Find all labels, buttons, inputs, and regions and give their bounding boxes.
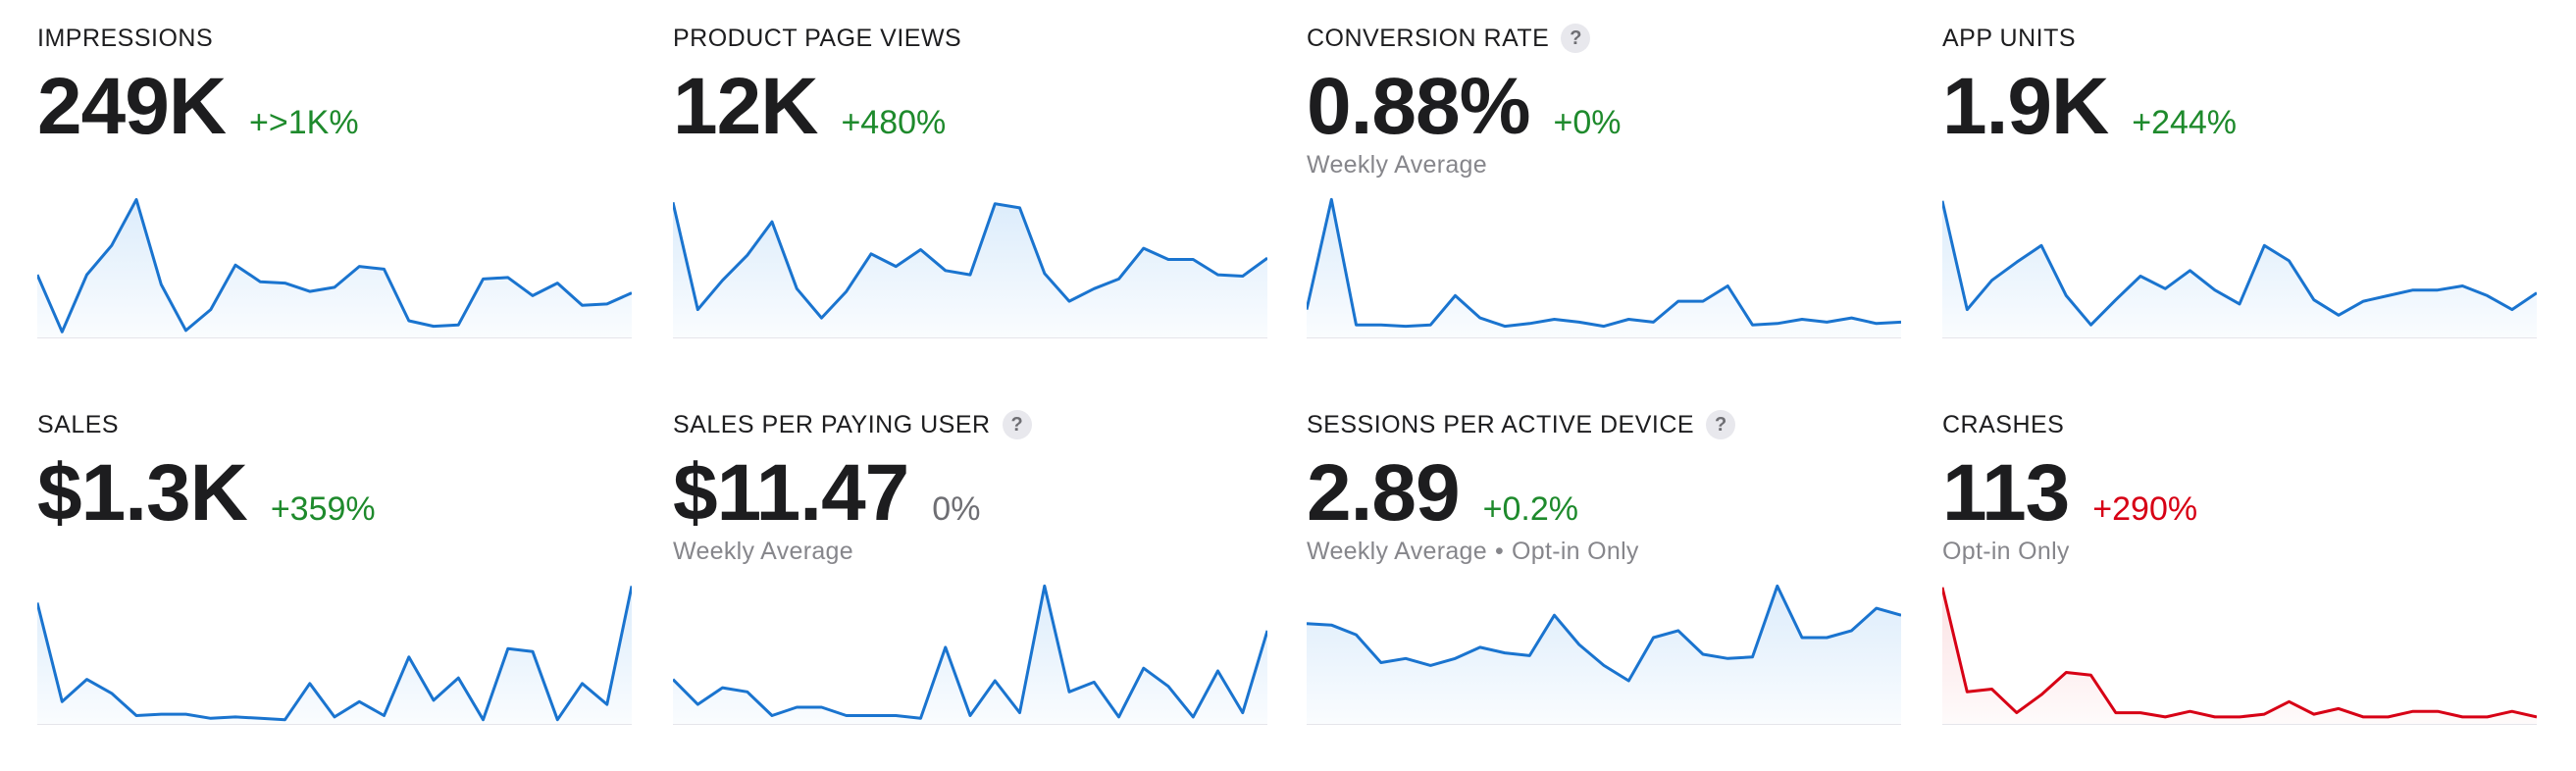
sparkline-line xyxy=(1307,584,1901,683)
metric-title: SALES xyxy=(37,410,120,438)
sparkline-chart xyxy=(673,201,1267,338)
metric-value-row: 249K +>1K% xyxy=(37,65,359,149)
metric-subtitle-extra: Opt-in Only xyxy=(1512,538,1639,565)
sparkline-chart xyxy=(1307,197,1901,338)
metric-title: CONVERSION RATE xyxy=(1307,24,1550,52)
metric-card-product-page-views[interactable]: PRODUCT PAGE VIEWS 12K +480% xyxy=(673,0,1267,373)
metric-value: $1.3K xyxy=(37,448,248,538)
metric-title-row: CRASHES xyxy=(1942,408,2064,441)
metric-title-row: IMPRESSIONS xyxy=(37,22,213,55)
metric-subtitle: Weekly Average xyxy=(1307,151,1487,180)
metric-delta: +480% xyxy=(841,104,947,141)
metric-value: 113 xyxy=(1942,448,2070,538)
metric-title-row: SALES xyxy=(37,408,119,441)
help-icon[interactable]: ? xyxy=(1561,24,1591,53)
metric-value-row: 1.9K +244% xyxy=(1942,65,2237,149)
sparkline-line xyxy=(673,584,1267,720)
metric-value-row: 12K +480% xyxy=(673,65,946,149)
sparkline-area xyxy=(673,202,1267,337)
sparkline-chart xyxy=(1942,587,2537,725)
sparkline-area xyxy=(1942,200,2537,337)
metric-title: SESSIONS PER ACTIVE DEVICE xyxy=(1307,410,1695,438)
metric-card-impressions[interactable]: IMPRESSIONS 249K +>1K% xyxy=(37,0,632,373)
sparkline-area xyxy=(37,586,632,724)
metric-delta: +0% xyxy=(1553,104,1622,141)
metric-value: 0.88% xyxy=(1307,62,1531,151)
sparkline-area xyxy=(1942,587,2537,724)
metric-value: $11.47 xyxy=(673,448,909,538)
sparkline-line xyxy=(37,197,632,334)
sparkline-chart xyxy=(1942,200,2537,338)
bullet-separator: • xyxy=(1494,538,1504,565)
metric-value-row: 0.88% +0% xyxy=(1307,65,1622,149)
metric-value-row: 113 +290% xyxy=(1942,451,2197,536)
sparkline-line xyxy=(1942,587,2537,719)
metric-delta: +0.2% xyxy=(1482,490,1578,528)
metric-card-sessions-per-active-device[interactable]: SESSIONS PER ACTIVE DEVICE ? 2.89 +0.2% … xyxy=(1307,386,1901,759)
metric-value-row: 2.89 +0.2% xyxy=(1307,451,1578,536)
sparkline-line xyxy=(673,201,1267,320)
metric-subtitle-text: Opt-in Only xyxy=(1942,538,2070,565)
sparkline-area xyxy=(1307,199,1901,337)
metric-delta: +359% xyxy=(270,490,376,528)
metric-delta: +>1K% xyxy=(249,104,359,141)
metric-title-row: CONVERSION RATE ? xyxy=(1307,22,1591,55)
metric-title: SALES PER PAYING USER xyxy=(673,410,991,438)
metric-card-crashes[interactable]: CRASHES 113 +290% Opt-in Only xyxy=(1942,386,2537,759)
metric-title: APP UNITS xyxy=(1942,24,2077,52)
sparkline-area xyxy=(37,199,632,337)
metric-value-row: $1.3K +359% xyxy=(37,451,376,536)
metric-value: 2.89 xyxy=(1307,448,1461,538)
sparkline-area xyxy=(673,586,1267,724)
metric-card-conversion-rate[interactable]: CONVERSION RATE ? 0.88% +0% Weekly Avera… xyxy=(1307,0,1901,373)
metric-subtitle-text: Weekly Average xyxy=(1307,151,1487,179)
help-icon[interactable]: ? xyxy=(1002,410,1032,439)
metric-title-row: APP UNITS xyxy=(1942,22,2076,55)
metric-title: CRASHES xyxy=(1942,410,2065,438)
metric-value-row: $11.47 0% xyxy=(673,451,980,536)
metric-delta: +290% xyxy=(2092,490,2198,528)
metric-value: 1.9K xyxy=(1942,62,2109,151)
sparkline-chart xyxy=(37,586,632,725)
metric-title: IMPRESSIONS xyxy=(37,24,214,52)
metric-value: 12K xyxy=(673,62,818,151)
metric-card-app-units[interactable]: APP UNITS 1.9K +244% xyxy=(1942,0,2537,373)
metric-subtitle-text: Weekly Average xyxy=(673,538,853,565)
sparkline-chart xyxy=(673,584,1267,725)
sparkline-line xyxy=(37,586,632,722)
sparkline-line xyxy=(1942,200,2537,327)
metric-delta: +244% xyxy=(2132,104,2238,141)
metric-subtitle: Opt-in Only xyxy=(1942,538,2070,566)
metric-title-row: SESSIONS PER ACTIVE DEVICE ? xyxy=(1307,408,1736,441)
sparkline-chart xyxy=(1307,584,1901,725)
metric-card-sales[interactable]: SALES $1.3K +359% xyxy=(37,386,632,759)
help-icon[interactable]: ? xyxy=(1706,410,1736,439)
metric-subtitle: Weekly Average • Opt-in Only xyxy=(1307,538,1639,566)
metric-subtitle-text: Weekly Average xyxy=(1307,538,1487,565)
metric-delta: 0% xyxy=(932,490,981,528)
metric-title-row: PRODUCT PAGE VIEWS xyxy=(673,22,961,55)
metric-card-sales-per-paying-user[interactable]: SALES PER PAYING USER ? $11.47 0% Weekly… xyxy=(673,386,1267,759)
metric-value: 249K xyxy=(37,62,227,151)
sparkline-chart xyxy=(37,197,632,338)
metric-title-row: SALES PER PAYING USER ? xyxy=(673,408,1032,441)
metric-subtitle: Weekly Average xyxy=(673,538,853,566)
sparkline-line xyxy=(1307,197,1901,329)
sparkline-area xyxy=(1307,586,1901,724)
metric-title: PRODUCT PAGE VIEWS xyxy=(673,24,962,52)
